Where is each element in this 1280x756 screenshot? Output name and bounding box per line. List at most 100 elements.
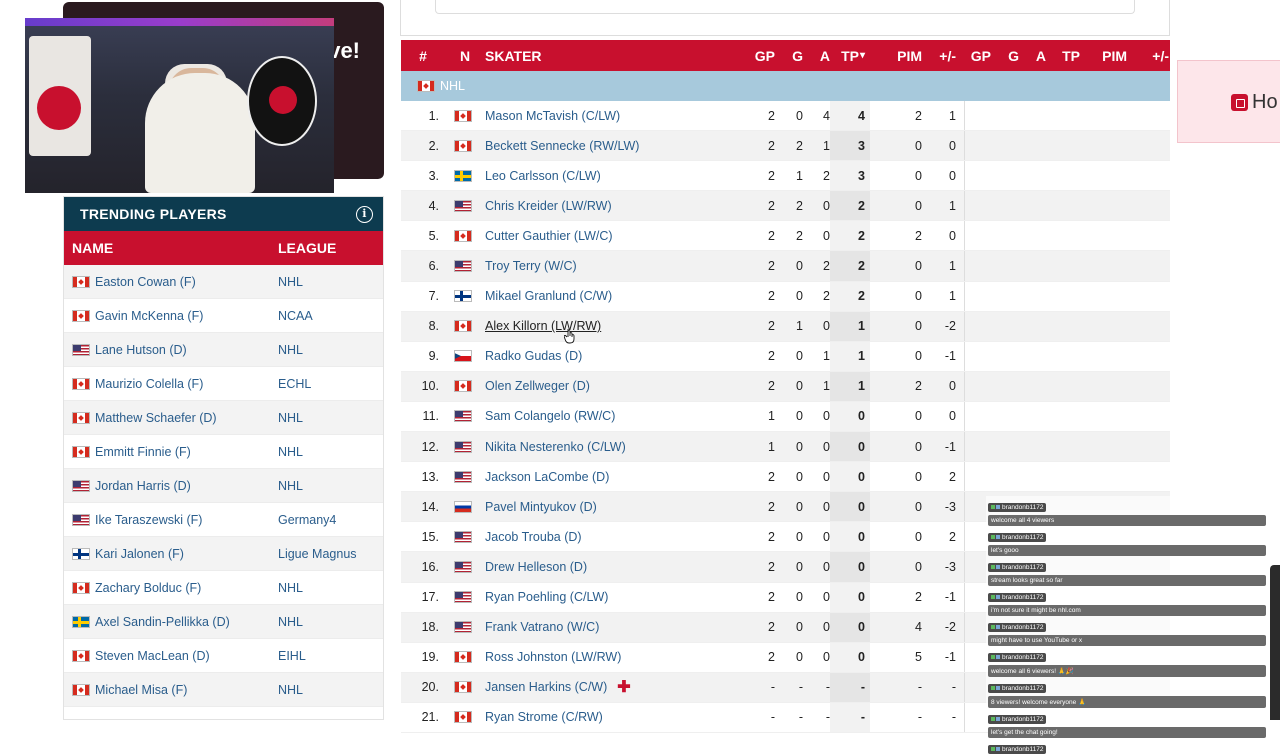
injury-icon[interactable]: ✚ bbox=[617, 679, 631, 697]
player-name[interactable]: Lane Hutson (D) bbox=[95, 342, 187, 357]
player-cell[interactable]: Maurizio Colella (F) bbox=[64, 377, 278, 391]
table-row[interactable]: 13. Jackson LaCombe (D) 2 0 0 0 0 2 bbox=[401, 462, 1170, 493]
skater-name-link[interactable]: Jacob Trouba (D) bbox=[485, 529, 582, 544]
player-cell[interactable]: Easton Cowan (F) bbox=[64, 275, 278, 289]
player-cell[interactable]: Steven MacLean (D) bbox=[64, 649, 278, 663]
player-cell[interactable]: Zachary Bolduc (F) bbox=[64, 581, 278, 595]
skater-name-link[interactable]: Jackson LaCombe (D) bbox=[485, 469, 610, 484]
player-cell[interactable]: Matthew Schaefer (D) bbox=[64, 411, 278, 425]
league-name[interactable]: NHL bbox=[278, 444, 304, 459]
table-row[interactable]: 4. Chris Kreider (LW/RW) 2 2 0 2 0 1 bbox=[401, 191, 1170, 222]
table-row[interactable]: 2. Beckett Sennecke (RW/LW) 2 2 1 3 0 0 bbox=[401, 131, 1170, 162]
season-select[interactable] bbox=[435, 0, 1135, 14]
table-row[interactable]: 15. Jacob Trouba (D) 2 0 0 0 0 2 bbox=[401, 522, 1170, 553]
table-row[interactable]: 7. Mikael Granlund (C/W) 2 0 2 2 0 1 bbox=[401, 281, 1170, 312]
skater-name-link[interactable]: Ross Johnston (LW/RW) bbox=[485, 650, 622, 665]
header-tp[interactable]: TP ▾ bbox=[830, 40, 870, 71]
player-name[interactable]: Easton Cowan (F) bbox=[95, 274, 196, 289]
league-name[interactable]: NHL bbox=[278, 342, 304, 357]
skater-name-link[interactable]: Radko Gudas (D) bbox=[485, 349, 583, 364]
trending-row[interactable]: Ike Taraszewski (F) Germany4 bbox=[64, 503, 383, 537]
skater-name-link[interactable]: Pavel Mintyukov (D) bbox=[485, 499, 597, 514]
skater-name-link[interactable]: Alex Killorn (LW/RW) bbox=[485, 319, 602, 334]
table-row[interactable]: 5. Cutter Gauthier (LW/C) 2 2 0 2 2 0 bbox=[401, 221, 1170, 252]
header-playoff-plus-minus[interactable]: +/- bbox=[1152, 47, 1169, 64]
player-name[interactable]: Jordan Harris (D) bbox=[95, 478, 191, 493]
league-name[interactable]: NHL bbox=[278, 580, 304, 595]
header-playoff-a[interactable]: A bbox=[1035, 47, 1046, 64]
player-cell[interactable]: Lane Hutson (D) bbox=[64, 343, 278, 357]
trending-row[interactable]: Gavin McKenna (F) NCAA bbox=[64, 299, 383, 333]
player-cell[interactable]: Michael Misa (F) bbox=[64, 683, 278, 697]
player-name[interactable]: Michael Misa (F) bbox=[95, 682, 188, 697]
player-name[interactable]: Maurizio Colella (F) bbox=[95, 376, 204, 391]
column-name[interactable]: NAME bbox=[72, 240, 114, 256]
table-row[interactable]: 9. Radko Gudas (D) 2 0 1 1 0 -1 bbox=[401, 341, 1170, 372]
table-row[interactable]: 6. Troy Terry (W/C) 2 0 2 2 0 1 bbox=[401, 251, 1170, 282]
table-row[interactable]: 12. Nikita Nesterenko (C/LW) 1 0 0 0 0 -… bbox=[401, 432, 1170, 463]
skater-name-link[interactable]: Chris Kreider (LW/RW) bbox=[485, 198, 612, 213]
header-playoff-g[interactable]: G bbox=[1008, 47, 1019, 64]
trending-row[interactable]: Steven MacLean (D) EIHL bbox=[64, 639, 383, 673]
table-row[interactable]: 11. Sam Colangelo (RW/C) 1 0 0 0 0 0 bbox=[401, 401, 1170, 433]
trending-row[interactable]: Michael Misa (F) NHL bbox=[64, 673, 383, 707]
league-name[interactable]: Ligue Magnus bbox=[278, 546, 357, 561]
trending-row[interactable]: Matthew Schaefer (D) NHL bbox=[64, 401, 383, 435]
skater-name-link[interactable]: Beckett Sennecke (RW/LW) bbox=[485, 138, 640, 153]
league-name[interactable]: NHL bbox=[278, 410, 304, 425]
player-name[interactable]: Zachary Bolduc (F) bbox=[95, 580, 202, 595]
player-name[interactable]: Matthew Schaefer (D) bbox=[95, 410, 217, 425]
player-name[interactable]: Steven MacLean (D) bbox=[95, 648, 210, 663]
skater-name-link[interactable]: Ryan Strome (C/RW) bbox=[485, 710, 603, 725]
skater-name-link[interactable]: Ryan Poehling (C/LW) bbox=[485, 590, 609, 605]
column-league[interactable]: LEAGUE bbox=[278, 240, 337, 256]
skater-name-link[interactable]: Mikael Granlund (C/W) bbox=[485, 289, 613, 304]
header-pim[interactable]: PIM bbox=[897, 47, 922, 64]
trending-row[interactable]: Maurizio Colella (F) ECHL bbox=[64, 367, 383, 401]
trending-row[interactable]: Zachary Bolduc (F) NHL bbox=[64, 571, 383, 605]
league-name[interactable]: NCAA bbox=[278, 308, 313, 323]
skater-name-link[interactable]: Cutter Gauthier (LW/C) bbox=[485, 228, 613, 243]
header-plus-minus[interactable]: +/- bbox=[939, 47, 956, 64]
info-icon[interactable]: i bbox=[356, 206, 373, 223]
skater-name-link[interactable]: Leo Carlsson (C/LW) bbox=[485, 168, 601, 183]
player-name[interactable]: Kari Jalonen (F) bbox=[95, 546, 184, 561]
trending-row[interactable]: Lane Hutson (D) NHL bbox=[64, 333, 383, 367]
notification-card[interactable]: Ho bbox=[1177, 60, 1280, 143]
skater-name-link[interactable]: Jansen Harkins (C/W) bbox=[485, 680, 608, 695]
player-name[interactable]: Gavin McKenna (F) bbox=[95, 308, 204, 323]
league-name[interactable]: NHL bbox=[278, 478, 304, 493]
table-row[interactable]: 10. Olen Zellweger (D) 2 0 1 1 2 0 bbox=[401, 371, 1170, 402]
table-row[interactable]: 1. Mason McTavish (C/LW) 2 0 4 4 2 1 bbox=[401, 101, 1170, 132]
league-name[interactable]: NHL bbox=[278, 682, 304, 697]
skater-name-link[interactable]: Sam Colangelo (RW/C) bbox=[485, 409, 616, 424]
player-cell[interactable]: Gavin McKenna (F) bbox=[64, 309, 278, 323]
table-row[interactable]: 8. Alex Killorn (LW/RW) 2 1 0 1 0 -2 bbox=[401, 311, 1170, 342]
trending-row[interactable]: Emmitt Finnie (F) NHL bbox=[64, 435, 383, 469]
trending-row[interactable]: Axel Sandin-Pellikka (D) NHL bbox=[64, 605, 383, 639]
trending-row[interactable]: Easton Cowan (F) NHL bbox=[64, 265, 383, 299]
league-name[interactable]: NHL bbox=[278, 614, 304, 629]
header-skater[interactable]: SKATER bbox=[485, 47, 542, 64]
header-playoff-pim[interactable]: PIM bbox=[1102, 47, 1127, 64]
header-g[interactable]: G bbox=[792, 47, 803, 64]
player-cell[interactable]: Emmitt Finnie (F) bbox=[64, 445, 278, 459]
header-gp[interactable]: GP bbox=[754, 47, 775, 64]
league-name[interactable]: NHL bbox=[278, 274, 304, 289]
table-row[interactable]: 3. Leo Carlsson (C/LW) 2 1 2 3 0 0 bbox=[401, 161, 1170, 192]
skater-name-link[interactable]: Troy Terry (W/C) bbox=[485, 259, 577, 274]
league-name[interactable]: EIHL bbox=[278, 648, 306, 663]
league-name[interactable]: Germany4 bbox=[278, 512, 337, 527]
player-cell[interactable]: Ike Taraszewski (F) bbox=[64, 513, 278, 527]
skater-name-link[interactable]: Olen Zellweger (D) bbox=[485, 379, 590, 394]
player-cell[interactable]: Axel Sandin-Pellikka (D) bbox=[64, 615, 278, 629]
header-playoff-gp[interactable]: GP bbox=[970, 47, 991, 64]
player-name[interactable]: Emmitt Finnie (F) bbox=[95, 444, 191, 459]
table-row[interactable]: 19. Ross Johnston (LW/RW) 2 0 0 0 5 -1 bbox=[401, 642, 1170, 673]
league-name[interactable]: ECHL bbox=[278, 376, 312, 391]
skater-name-link[interactable]: Nikita Nesterenko (C/LW) bbox=[485, 439, 626, 454]
header-a[interactable]: A bbox=[819, 47, 830, 64]
skater-name-link[interactable]: Mason McTavish (C/LW) bbox=[485, 108, 621, 123]
player-name[interactable]: Ike Taraszewski (F) bbox=[95, 512, 203, 527]
player-name[interactable]: Axel Sandin-Pellikka (D) bbox=[95, 614, 230, 629]
